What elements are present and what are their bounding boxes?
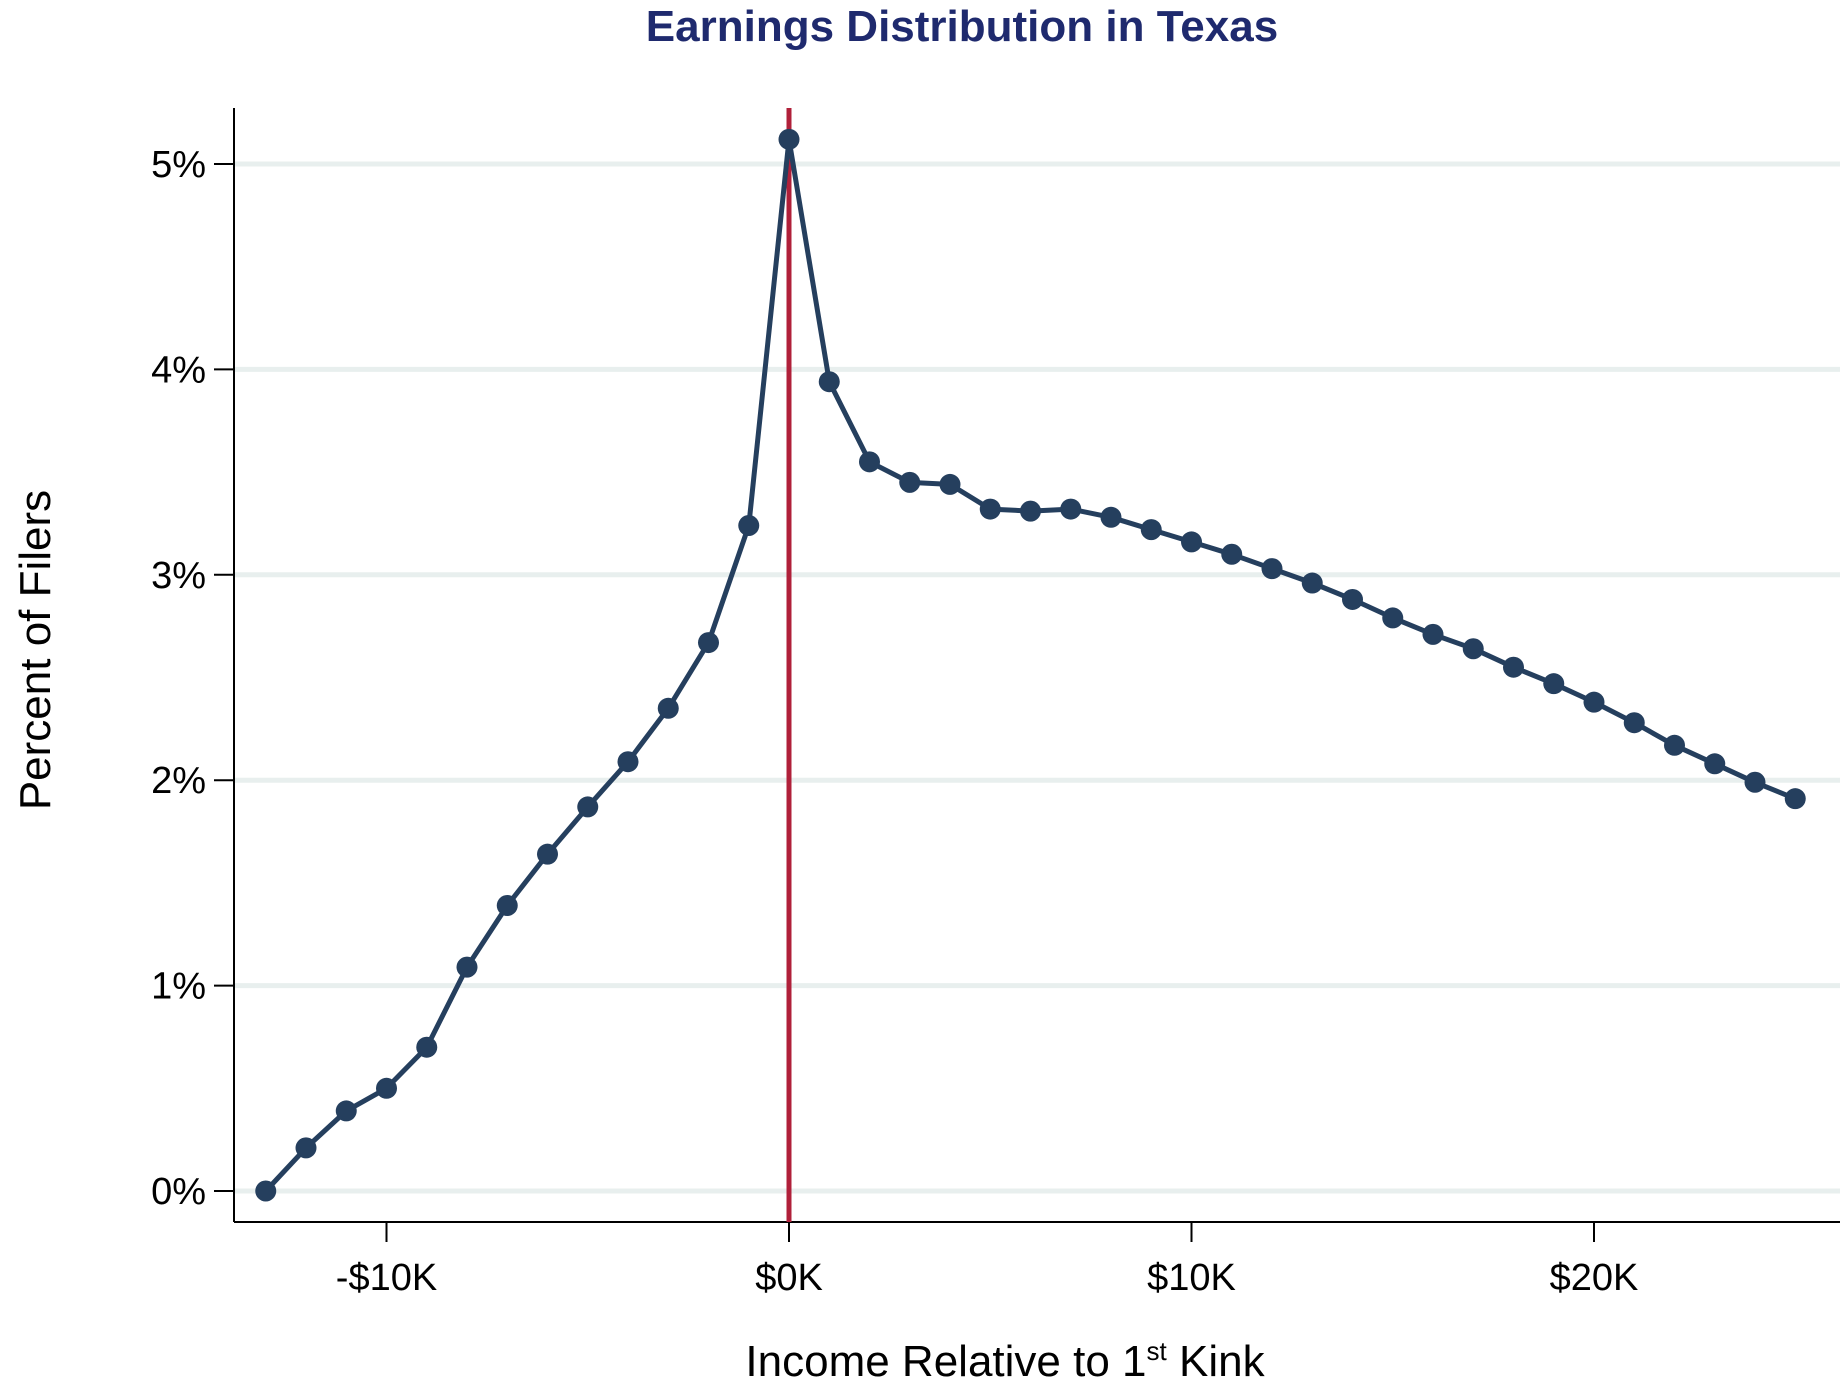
x-ticks: -$10K $0K $10K $20K	[336, 1222, 1639, 1299]
data-point-12	[738, 515, 760, 537]
data-point-17	[939, 473, 961, 495]
data-point-19	[1020, 500, 1041, 522]
data-point-37	[1744, 771, 1766, 793]
x-axis-title-main: Income Relative to 1	[745, 1337, 1146, 1386]
data-point-14	[818, 371, 840, 393]
data-point-5	[456, 956, 478, 978]
data-point-11	[698, 632, 719, 654]
y-tick-label-2: 2%	[151, 760, 206, 802]
y-tick-label-4: 4%	[151, 349, 206, 391]
data-point-0	[255, 1180, 277, 1202]
data-point-9	[617, 751, 639, 773]
data-point-21	[1100, 506, 1122, 528]
data-point-15	[859, 451, 880, 473]
data-point-7	[537, 843, 558, 865]
data-point-28	[1382, 607, 1404, 629]
data-point-2	[335, 1100, 357, 1122]
data-point-22	[1140, 519, 1162, 541]
data-point-10	[657, 697, 679, 719]
data-point-34	[1623, 712, 1645, 734]
data-point-1	[295, 1137, 317, 1159]
data-point-23	[1181, 531, 1202, 553]
data-point-20	[1060, 498, 1082, 520]
data-point-24	[1221, 543, 1243, 565]
series-line-0	[263, 136, 1797, 1193]
y-ticks: 0% 1% 2% 3% 4% 5%	[151, 144, 234, 1213]
x-tick-label-3: $20K	[1550, 1257, 1639, 1299]
data-point-29	[1422, 623, 1444, 645]
y-tick-label-0: 0%	[151, 1171, 206, 1213]
data-point-4	[416, 1036, 438, 1058]
x-axis-title-superscript: st	[1147, 1336, 1168, 1366]
data-point-16	[899, 471, 921, 493]
data-point-32	[1543, 673, 1565, 695]
x-axis-title-end: Kink	[1167, 1337, 1266, 1386]
series-layer	[255, 128, 1806, 1202]
data-point-38	[1784, 788, 1806, 810]
data-point-36	[1704, 753, 1726, 775]
data-point-6	[496, 894, 518, 916]
data-point-35	[1664, 734, 1685, 756]
y-axis-title: Percent of Filers	[11, 490, 60, 810]
x-tick-label-0: -$10K	[336, 1257, 437, 1299]
x-axis-title: Income Relative to 1st Kink	[745, 1336, 1265, 1386]
data-point-26	[1301, 572, 1323, 594]
y-tick-label-3: 3%	[151, 555, 206, 597]
data-point-27	[1342, 588, 1363, 610]
data-point-3	[376, 1077, 397, 1099]
y-tick-label-5: 5%	[151, 144, 206, 186]
data-point-33	[1583, 691, 1605, 713]
data-point-8	[577, 796, 599, 818]
x-tick-label-1: $0K	[755, 1257, 823, 1299]
axes	[233, 108, 1840, 1223]
data-point-25	[1261, 558, 1283, 580]
data-point-13	[778, 128, 800, 150]
chart-title: Earnings Distribution in Texas	[646, 2, 1278, 51]
data-point-31	[1503, 656, 1524, 678]
x-tick-label-2: $10K	[1147, 1257, 1236, 1299]
y-tick-label-1: 1%	[151, 966, 206, 1008]
gridlines	[234, 161, 1840, 1194]
data-point-30	[1462, 638, 1484, 660]
data-point-18	[979, 498, 1001, 520]
